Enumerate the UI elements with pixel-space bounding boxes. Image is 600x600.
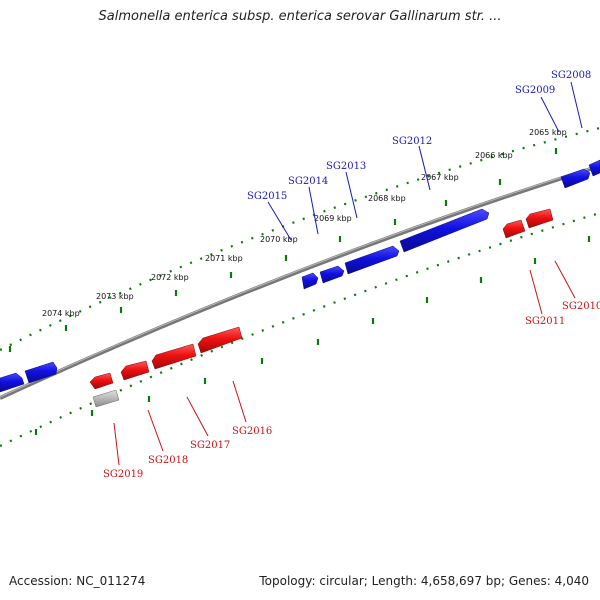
- map-title: Salmonella enterica subsp. enterica sero…: [98, 9, 502, 24]
- outer-scale-ring: [0, 126, 600, 351]
- gene-feature[interactable]: [399, 208, 490, 253]
- gene-label-sg2015[interactable]: SG2015: [247, 191, 287, 202]
- gene-label-sg2018[interactable]: SG2018: [148, 455, 188, 466]
- gene-feature[interactable]: [502, 219, 526, 239]
- reverse-leader-lines: [113, 260, 576, 466]
- gene-feature[interactable]: [24, 361, 58, 384]
- gene-label-sg2017[interactable]: SG2017: [190, 440, 230, 451]
- gene-label-sg2019[interactable]: SG2019: [103, 469, 143, 480]
- gene-feature[interactable]: [344, 245, 400, 275]
- scale-label-2070: 2070 kbp: [260, 235, 298, 244]
- gene-feature[interactable]: [525, 208, 554, 229]
- gene-label-sg2009[interactable]: SG2009: [515, 85, 555, 96]
- accession-text: Accession: NC_011274: [9, 574, 146, 588]
- gene-label-sg2008[interactable]: SG2008: [551, 70, 591, 81]
- scale-label-2065: 2065 kbp: [529, 128, 567, 137]
- gene-feature[interactable]: [151, 343, 197, 370]
- inner-scale-ring: [0, 211, 600, 447]
- gene-feature[interactable]: [301, 272, 319, 290]
- scale-label-2066: 2066 kbp: [475, 151, 513, 160]
- gene-feature[interactable]: [120, 360, 150, 381]
- gene-feature[interactable]: [89, 372, 114, 390]
- scale-label-2072: 2072 kbp: [151, 273, 189, 282]
- gene-feature[interactable]: [588, 159, 600, 177]
- scale-label-2073: 2073 kbp: [96, 292, 134, 301]
- gene-label-sg2011[interactable]: SG2011: [525, 316, 565, 327]
- gene-feature[interactable]: [319, 265, 345, 284]
- gene-label-sg2012[interactable]: SG2012: [392, 136, 432, 147]
- gene-label-sg2010[interactable]: SG2010: [562, 301, 600, 312]
- inner-major-ticks: [34, 236, 591, 435]
- gene-label-sg2014[interactable]: SG2014: [288, 176, 328, 187]
- scale-label-2074: 2074 kbp: [42, 309, 80, 318]
- gene-label-sg2013[interactable]: SG2013: [326, 161, 366, 172]
- gene-label-sg2016[interactable]: SG2016: [232, 426, 272, 437]
- outer-major-ticks: [8, 148, 558, 352]
- scale-label-2071: 2071 kbp: [205, 254, 243, 263]
- gene-feature[interactable]: [197, 326, 243, 354]
- reverse-genes: [89, 208, 554, 408]
- gene-feature[interactable]: [0, 372, 25, 393]
- scale-label-2068: 2068 kbp: [368, 194, 406, 203]
- gene-feature[interactable]: [92, 389, 120, 408]
- genome-summary-text: Topology: circular; Length: 4,658,697 bp…: [259, 574, 589, 588]
- genome-backbone: [0, 164, 600, 400]
- gene-feature[interactable]: [560, 168, 591, 189]
- scale-label-2067: 2067 kbp: [421, 173, 459, 182]
- scale-label-2069: 2069 kbp: [314, 214, 352, 223]
- forward-leader-lines: [267, 81, 583, 241]
- genome-backbone-highlight: [0, 164, 600, 398]
- forward-genes: [0, 159, 600, 393]
